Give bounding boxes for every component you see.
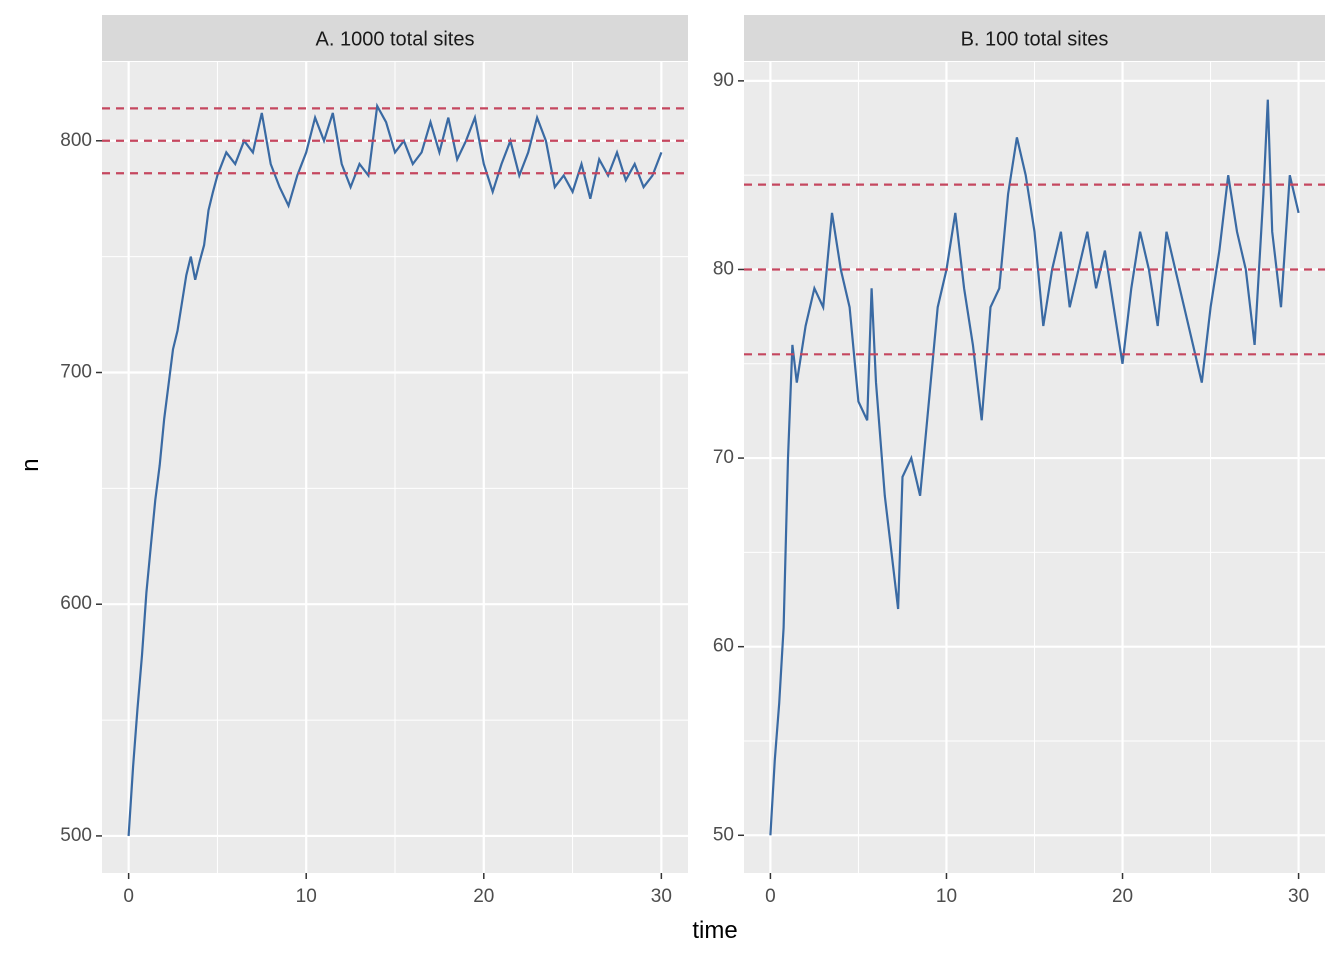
x-tick-label: 10 [296, 886, 317, 907]
y-tick-label: 500 [60, 825, 92, 846]
x-tick-label: 10 [936, 886, 957, 907]
y-tick-label: 70 [713, 447, 734, 468]
x-tick-label: 20 [473, 886, 494, 907]
x-tick-label: 30 [1288, 886, 1309, 907]
strip [744, 15, 1325, 61]
y-tick-label: 800 [60, 130, 92, 151]
x-tick-label: 20 [1112, 886, 1133, 907]
strip [102, 15, 688, 61]
y-tick-label: 700 [60, 362, 92, 383]
y-tick-label: 60 [713, 636, 734, 657]
x-tick-label: 0 [765, 886, 776, 907]
panel-title: A. 1000 total sites [316, 28, 475, 50]
data-line [127, 102, 663, 836]
data-line [769, 99, 1300, 836]
y-axis-label: n [17, 458, 44, 471]
x-tick-label: 30 [651, 886, 672, 907]
y-tick-label: 90 [713, 70, 734, 91]
x-axis-label: time [692, 917, 737, 944]
x-tick-label: 0 [123, 886, 134, 907]
panel-title: B. 100 total sites [961, 28, 1109, 50]
y-tick-label: 600 [60, 593, 92, 614]
y-tick-label: 50 [713, 824, 734, 845]
y-tick-label: 80 [713, 258, 734, 279]
